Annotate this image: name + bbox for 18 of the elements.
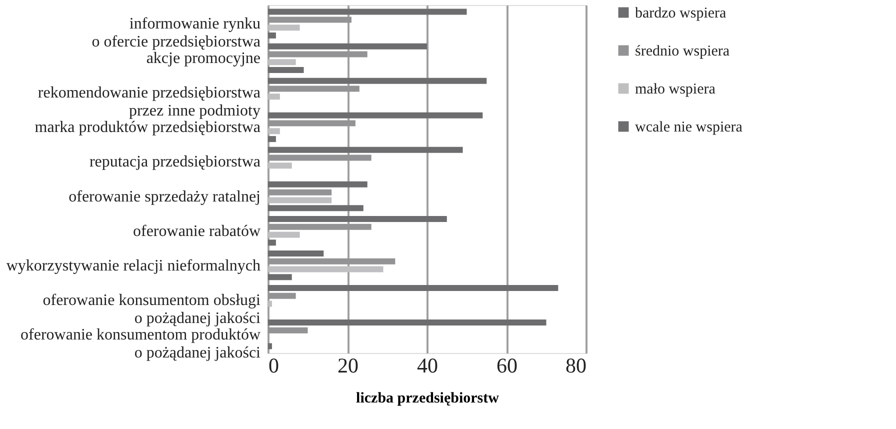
x-tick-label: 60 xyxy=(496,354,518,378)
x-tick-label: 0 xyxy=(268,354,279,378)
y-tick-label: marka produktów przedsiębiorstwa xyxy=(34,119,260,136)
legend-label: bardzo wspiera xyxy=(635,6,727,22)
x-tick-label: 40 xyxy=(417,354,438,378)
legend-label: średnio wspiera xyxy=(635,44,730,60)
x-tick-label: 20 xyxy=(338,354,358,378)
x-tick-label: 80 xyxy=(566,354,586,378)
y-tick-label: oferowanie rabatów xyxy=(133,222,261,240)
y-tick-label: oferowanie konsumentom produktów o pożądanej jakości xyxy=(20,326,262,362)
legend-label: mało wspiera xyxy=(635,82,716,98)
x-axis-title: liczba przedsiębiorstw xyxy=(356,390,500,406)
y-tick-label: oferowanie konsumentom obsługi o pożądanej jakości xyxy=(42,292,262,327)
y-tick-label: akcje promocyjne xyxy=(146,50,260,68)
y-tick-label: oferowanie sprzedaży ratalnej xyxy=(68,188,260,206)
y-tick-label: wykorzystywanie relacji nieformalnych xyxy=(6,257,260,274)
legend-label: wcale nie wspiera xyxy=(635,120,743,136)
y-tick-label: reputacja przedsiębiorstwa xyxy=(89,154,260,171)
